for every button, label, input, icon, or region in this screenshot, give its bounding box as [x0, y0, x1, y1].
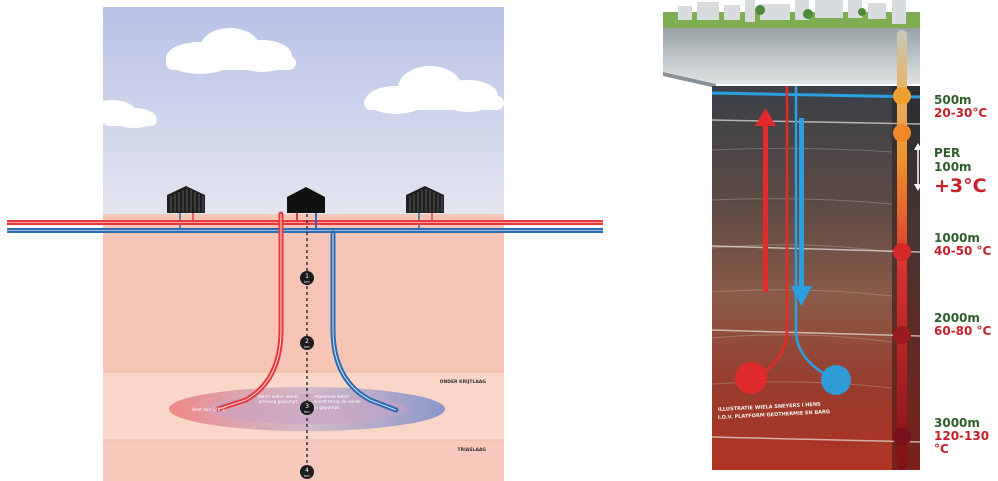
cooled-water-annotation: Afgekoeld water wordt terug de aarde in … — [314, 395, 361, 411]
thermometer-bulb-1000m — [893, 243, 911, 261]
depth-marker-4-unit: km — [304, 474, 310, 478]
depth-marker-3: 3 km — [300, 401, 314, 415]
hot-water-annotation: Heet dan 140°C — [192, 407, 226, 412]
credit-line-2: I.O.V. PLATFORM GEOTHERMIE EN BARG — [718, 409, 830, 421]
thermometer-bulb-500m — [893, 87, 911, 105]
depth-1000m: 1000m — [934, 231, 980, 245]
gradient-arrow — [914, 143, 922, 191]
depth-label-1000m: 1000m 40-50 °C — [934, 232, 991, 258]
house-left — [167, 186, 205, 213]
house-right — [406, 186, 444, 213]
credit-line-1: ILLUSTRATIE WIELA SNEYERS I HENS — [718, 402, 821, 413]
left-diagram: 1 km 2 km 3 km 4 km Heet dan 140°C Warm … — [7, 7, 603, 481]
layer-label-onder-krijtlaag: ONDER KRIJTLAAG — [440, 379, 487, 385]
depth-marker-1-unit: km — [304, 280, 310, 284]
depth-500m: 500m — [934, 93, 972, 107]
downflow-arrow — [791, 118, 812, 306]
thermometer-bulb-mid — [893, 124, 911, 142]
warm-water-annotation: Warm water wordt omhoog gepompt — [257, 395, 299, 406]
gradient-rate: PER 100m +3°C — [934, 146, 998, 197]
cloud-left — [166, 28, 296, 74]
gradient-per: PER 100m — [934, 146, 972, 174]
cloud-right — [364, 66, 504, 114]
cloud-small — [88, 100, 157, 128]
hot-reservoir — [735, 362, 767, 394]
temp-1000m: 40-50 °C — [934, 244, 992, 258]
upflow-arrow — [755, 108, 776, 292]
sky — [103, 7, 504, 214]
thermometer-bulb-3000m — [893, 428, 911, 446]
depth-label-3000m: 3000m 120-130 °C — [934, 417, 998, 456]
depth-2000m: 2000m — [934, 311, 980, 325]
depth-label-500m: 500m 20-30°C — [934, 94, 987, 120]
depth-marker-2-unit: km — [304, 345, 310, 349]
depth-marker-4-number: 4 — [305, 467, 309, 474]
aquifer-line — [711, 91, 921, 99]
depth-marker-3-number: 3 — [305, 403, 309, 410]
city-skyline — [678, 0, 906, 24]
gradient-value: +3°C — [934, 175, 987, 197]
cold-reservoir — [821, 365, 851, 395]
plant-building — [287, 187, 325, 213]
depth-3000m: 3000m — [934, 416, 980, 430]
depth-marker-2-number: 2 — [305, 338, 309, 345]
depth-marker-2: 2 km — [300, 336, 314, 350]
layer-label-triaslaag: TRIASLAAG — [458, 447, 487, 453]
depth-marker-1: 1 km — [300, 271, 314, 285]
surface-block — [663, 28, 920, 84]
temp-3000m: 120-130 °C — [934, 429, 990, 456]
depth-marker-1-number: 1 — [305, 273, 309, 280]
right-diagram: ILLUSTRATIE WIELA SNEYERS I HENS I.O.V. … — [663, 0, 922, 470]
temp-500m: 20-30°C — [934, 106, 988, 120]
depth-label-2000m: 2000m 60-80 °C — [934, 312, 991, 338]
temp-2000m: 60-80 °C — [934, 324, 992, 338]
depth-marker-3-unit: km — [304, 410, 310, 414]
thermometer-bulb-2000m — [893, 326, 911, 344]
depth-marker-4: 4 km — [300, 465, 314, 479]
